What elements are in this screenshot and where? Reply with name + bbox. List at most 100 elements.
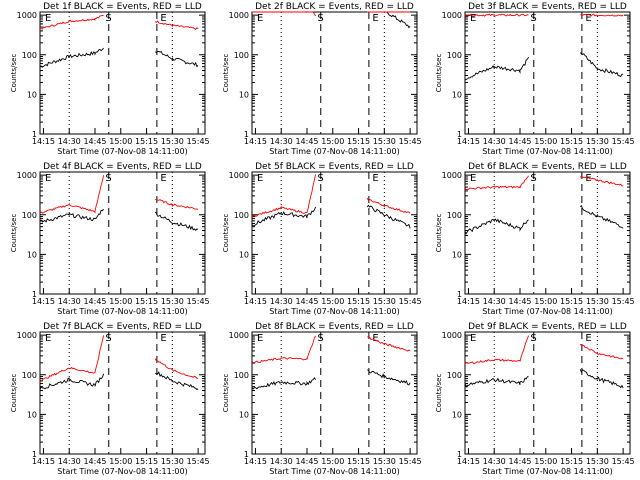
panel-title: Det 5f BLACK = Events, RED = LLD xyxy=(255,162,414,172)
y-tick-label: 100 xyxy=(22,51,37,60)
x-tick-label: 14:15 xyxy=(244,297,267,306)
y-tick-label: 1000 xyxy=(229,11,249,20)
x-tick-label: 15:45 xyxy=(399,297,422,306)
y-tick-label: 10 xyxy=(239,90,249,99)
marker-label: E xyxy=(470,173,476,184)
y-tick-label: 1000 xyxy=(229,331,249,340)
marker-label: E xyxy=(160,13,166,24)
x-tick-label: 15:30 xyxy=(161,137,184,146)
y-tick-label: 10 xyxy=(452,90,462,99)
events-series xyxy=(251,369,411,390)
events-series xyxy=(252,11,411,29)
marker-label: E xyxy=(45,333,51,344)
marker-label: E xyxy=(160,173,166,184)
y-axis-label: Counts/sec xyxy=(222,214,230,253)
events-series xyxy=(464,52,624,81)
y-tick-label: 10 xyxy=(239,250,249,259)
x-tick-label: 14:15 xyxy=(244,137,267,146)
marker-label: E xyxy=(160,333,166,344)
x-tick-label: 15:00 xyxy=(321,457,344,466)
y-tick-label: 1 xyxy=(457,130,462,139)
x-tick-label: 15:30 xyxy=(373,297,396,306)
x-tick-label: 14:15 xyxy=(457,137,480,146)
x-tick-label: 15:00 xyxy=(321,297,344,306)
events-series xyxy=(39,208,199,231)
x-tick-label: 15:15 xyxy=(135,137,158,146)
y-tick-label: 1000 xyxy=(229,171,249,180)
x-tick-label: 14:30 xyxy=(483,457,506,466)
plot-frame xyxy=(251,331,418,455)
x-tick-label: 15:30 xyxy=(586,457,609,466)
y-tick-label: 10 xyxy=(452,410,462,419)
x-tick-label: 15:15 xyxy=(347,297,370,306)
plot-frame xyxy=(464,171,631,295)
lld-series xyxy=(251,335,411,364)
marker-label: S xyxy=(105,13,111,24)
events-series xyxy=(39,47,199,68)
y-tick-label: 10 xyxy=(452,250,462,259)
x-tick-label: 15:00 xyxy=(109,297,132,306)
y-tick-label: 1 xyxy=(32,130,37,139)
x-tick-label: 15:00 xyxy=(109,137,132,146)
x-tick-label: 14:30 xyxy=(58,297,81,306)
y-tick-label: 1 xyxy=(32,450,37,459)
y-tick-label: 1000 xyxy=(17,11,37,20)
panel-title: Det 4f BLACK = Events, RED = LLD xyxy=(43,162,202,172)
y-tick-label: 1 xyxy=(244,290,249,299)
plot-frame xyxy=(39,331,206,455)
y-tick-label: 1 xyxy=(244,130,249,139)
x-tick-label: 14:45 xyxy=(508,457,531,466)
marker-label: E xyxy=(470,333,476,344)
x-tick-label: 15:45 xyxy=(399,137,422,146)
plot-frame xyxy=(39,171,206,295)
x-tick-label: 14:30 xyxy=(270,457,293,466)
y-tick-label: 10 xyxy=(27,410,37,419)
detector-panel: Det 2f BLACK = Events, RED = LLD 1 10 100 10… xyxy=(222,2,422,156)
y-axis-label: Counts/sec xyxy=(222,374,230,413)
y-tick-label: 100 xyxy=(447,211,462,220)
y-tick-label: 100 xyxy=(234,211,249,220)
events-series xyxy=(464,369,624,389)
marker-label: S xyxy=(317,333,323,344)
y-tick-label: 10 xyxy=(27,90,37,99)
x-tick-label: 15:30 xyxy=(373,137,396,146)
y-tick-label: 100 xyxy=(234,51,249,60)
marker-label: E xyxy=(257,173,263,184)
events-series xyxy=(39,371,199,391)
lld-series xyxy=(464,335,624,364)
x-tick-label: 15:30 xyxy=(586,297,609,306)
x-tick-label: 14:30 xyxy=(483,137,506,146)
y-axis-label: Counts/sec xyxy=(10,214,18,253)
x-tick-label: 15:15 xyxy=(560,297,583,306)
detector-panel: Det 4f BLACK = Events, RED = LLD 1 10 100 10… xyxy=(10,162,210,316)
marker-label: E xyxy=(257,333,263,344)
marker-label: S xyxy=(317,173,323,184)
marker-label: E xyxy=(372,13,378,24)
x-tick-label: 15:00 xyxy=(109,457,132,466)
lld-series xyxy=(464,175,624,190)
y-tick-label: 1 xyxy=(244,450,249,459)
x-tick-label: 15:30 xyxy=(161,297,184,306)
x-tick-label: 15:45 xyxy=(612,137,635,146)
panel-title: Det 2f BLACK = Events, RED = LLD xyxy=(255,2,414,12)
detector-panel: Det 8f BLACK = Events, RED = LLD 1 10 100 10… xyxy=(222,322,422,476)
x-axis-label: Start Time (07-Nov-08 14:11:00) xyxy=(482,467,612,476)
x-tick-label: 15:00 xyxy=(534,137,557,146)
y-tick-label: 1000 xyxy=(442,171,462,180)
y-tick-label: 1 xyxy=(457,290,462,299)
detector-panel: Det 9f BLACK = Events, RED = LLD 1 10 100 10… xyxy=(435,322,635,476)
marker-label: S xyxy=(317,13,323,24)
y-axis-label: Counts/sec xyxy=(222,54,230,93)
marker-label: E xyxy=(470,13,476,24)
x-tick-label: 14:30 xyxy=(58,137,81,146)
y-tick-label: 100 xyxy=(447,371,462,380)
x-tick-label: 14:45 xyxy=(508,137,531,146)
y-tick-label: 100 xyxy=(22,371,37,380)
detector-panel: Det 3f BLACK = Events, RED = LLD 1 10 100 10… xyxy=(435,2,635,156)
plot-frame xyxy=(464,331,631,455)
x-tick-label: 14:30 xyxy=(270,137,293,146)
y-tick-label: 1 xyxy=(32,290,37,299)
events-series xyxy=(251,204,411,229)
marker-label: E xyxy=(372,173,378,184)
